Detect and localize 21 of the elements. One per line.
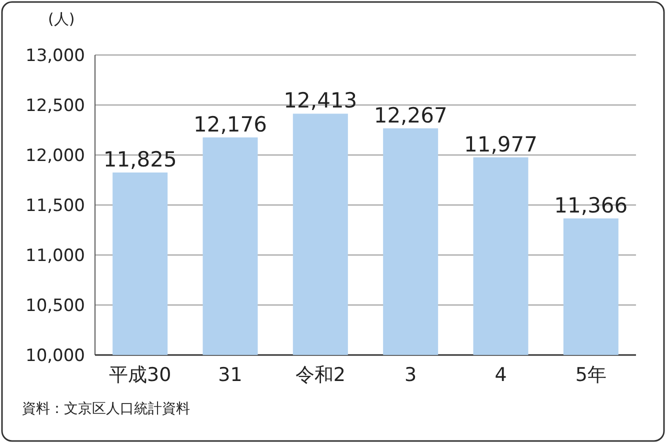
y-tick-label: 11,000	[26, 246, 85, 266]
data-label: 12,267	[374, 103, 448, 128]
y-axis-title: (人)	[48, 10, 75, 28]
x-tick-label: 31	[218, 364, 242, 386]
data-label: 12,413	[284, 88, 358, 113]
data-label: 11,977	[464, 132, 538, 156]
x-tick-label: 5年	[575, 364, 606, 386]
data-label: 11,366	[554, 193, 628, 218]
x-tick-label: 3	[404, 364, 417, 386]
y-tick-label: 11,500	[26, 196, 85, 216]
y-tick-label: 10,000	[26, 346, 85, 366]
text: 資料：文京区人口統計資料	[22, 401, 190, 417]
x-tick-label: 令和2	[295, 364, 346, 386]
y-tick-label: 12,000	[26, 146, 85, 166]
y-tick-label: 10,500	[26, 296, 85, 316]
y-tick-label: 13,000	[26, 46, 85, 66]
y-tick-label: 12,500	[26, 96, 85, 116]
data-label: 11,825	[103, 148, 177, 172]
data-label: 12,176	[194, 112, 267, 136]
x-tick-label: 平成30	[108, 364, 172, 386]
x-tick-label: 4	[494, 364, 507, 386]
